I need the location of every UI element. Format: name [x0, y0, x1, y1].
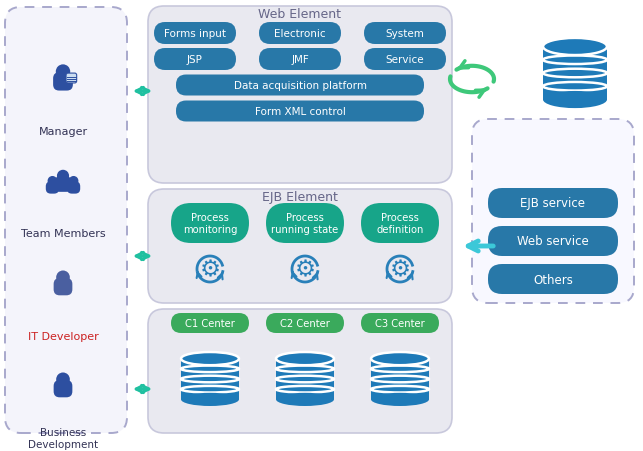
Ellipse shape: [543, 92, 607, 109]
Text: EJB service: EJB service: [520, 197, 586, 210]
FancyBboxPatch shape: [266, 203, 344, 244]
FancyBboxPatch shape: [171, 313, 249, 333]
FancyBboxPatch shape: [176, 75, 424, 96]
Ellipse shape: [543, 39, 607, 56]
Text: Team Members: Team Members: [21, 229, 105, 239]
FancyBboxPatch shape: [53, 278, 73, 296]
Text: ⚙: ⚙: [390, 258, 411, 281]
Circle shape: [56, 271, 70, 285]
Text: Business
Development: Business Development: [28, 427, 98, 449]
FancyBboxPatch shape: [488, 189, 618, 219]
Text: ⚙: ⚙: [199, 258, 221, 281]
FancyBboxPatch shape: [361, 203, 439, 244]
FancyBboxPatch shape: [266, 313, 344, 333]
Text: IT Developer: IT Developer: [28, 331, 98, 341]
Text: JSP: JSP: [187, 55, 203, 65]
Text: EJB Element: EJB Element: [262, 191, 338, 204]
Text: C3 Center: C3 Center: [375, 318, 425, 328]
Text: Process
monitoring: Process monitoring: [183, 213, 237, 234]
Text: Form XML control: Form XML control: [255, 107, 345, 117]
FancyBboxPatch shape: [55, 177, 71, 193]
FancyBboxPatch shape: [181, 359, 239, 400]
Text: Others: Others: [533, 273, 573, 286]
FancyBboxPatch shape: [53, 380, 73, 397]
FancyBboxPatch shape: [148, 189, 452, 304]
Circle shape: [56, 65, 70, 80]
FancyBboxPatch shape: [259, 23, 341, 45]
Text: Service: Service: [386, 55, 424, 65]
FancyBboxPatch shape: [67, 182, 80, 194]
Text: C2 Center: C2 Center: [280, 318, 330, 328]
Ellipse shape: [181, 352, 239, 365]
Ellipse shape: [276, 393, 334, 406]
Ellipse shape: [181, 393, 239, 406]
FancyBboxPatch shape: [148, 309, 452, 433]
Text: Process
definition: Process definition: [376, 213, 424, 234]
Text: Web service: Web service: [517, 235, 589, 248]
Text: Manager: Manager: [39, 127, 87, 137]
FancyBboxPatch shape: [46, 182, 59, 194]
Text: JMF: JMF: [291, 55, 309, 65]
FancyBboxPatch shape: [259, 49, 341, 71]
Text: Electronic: Electronic: [274, 29, 326, 39]
Text: Process
running state: Process running state: [271, 213, 339, 234]
Text: ⚙: ⚙: [294, 258, 316, 281]
Text: Forms input: Forms input: [164, 29, 226, 39]
FancyBboxPatch shape: [472, 120, 634, 304]
Text: Data acquisition platform: Data acquisition platform: [233, 81, 367, 91]
FancyBboxPatch shape: [371, 359, 429, 400]
FancyBboxPatch shape: [5, 8, 127, 433]
FancyBboxPatch shape: [361, 313, 439, 333]
FancyBboxPatch shape: [276, 359, 334, 400]
Ellipse shape: [276, 352, 334, 365]
Text: Web Element: Web Element: [258, 9, 341, 22]
Circle shape: [57, 170, 69, 183]
Ellipse shape: [371, 393, 429, 406]
Circle shape: [56, 373, 70, 387]
FancyBboxPatch shape: [154, 23, 236, 45]
FancyBboxPatch shape: [53, 73, 73, 92]
FancyBboxPatch shape: [364, 49, 446, 71]
FancyBboxPatch shape: [154, 49, 236, 71]
Text: C1 Center: C1 Center: [185, 318, 235, 328]
Circle shape: [48, 177, 57, 186]
FancyBboxPatch shape: [171, 203, 249, 244]
FancyBboxPatch shape: [543, 47, 607, 100]
FancyBboxPatch shape: [176, 101, 424, 122]
FancyBboxPatch shape: [488, 226, 618, 257]
FancyBboxPatch shape: [148, 7, 452, 184]
FancyBboxPatch shape: [66, 74, 77, 84]
Ellipse shape: [371, 352, 429, 365]
FancyBboxPatch shape: [364, 23, 446, 45]
Circle shape: [69, 177, 78, 186]
FancyBboxPatch shape: [488, 264, 618, 295]
Text: System: System: [386, 29, 424, 39]
